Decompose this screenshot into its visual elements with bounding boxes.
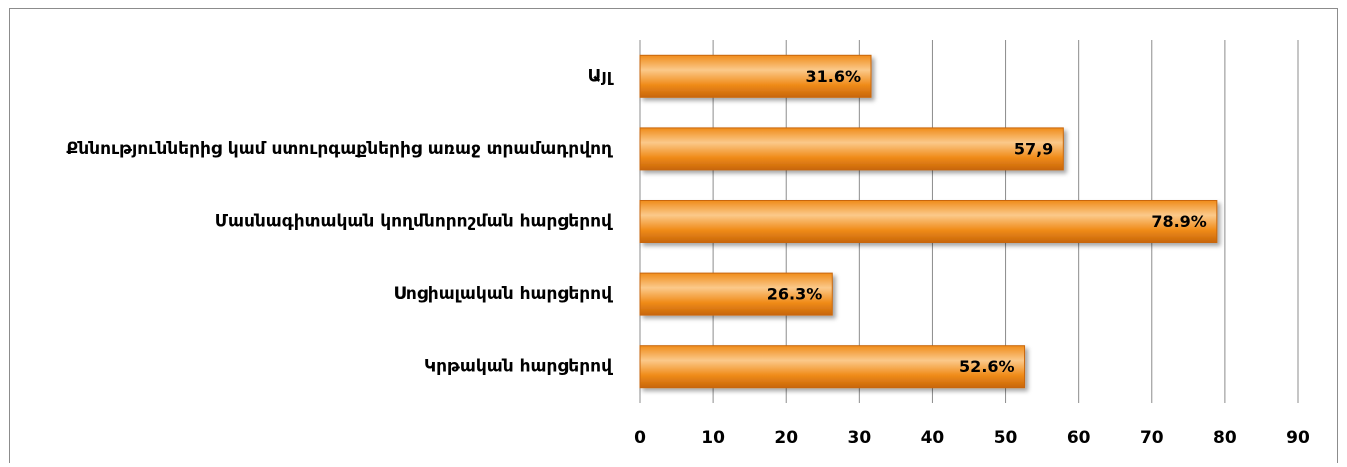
bar: [639, 200, 1218, 243]
bar: [639, 54, 872, 98]
y-tick-label: Սոցիալական հարցերով: [393, 284, 613, 304]
y-tick-label: Այլ: [588, 66, 614, 86]
data-label: 26.3%: [767, 285, 823, 304]
y-tick-label: Մասնագիտական կողմնորոշման հարցերով: [215, 212, 613, 232]
x-tick-label: 90: [1286, 428, 1310, 448]
data-label: 31.6%: [806, 67, 862, 86]
x-tick-label: 0: [634, 428, 646, 448]
y-tick-label: Կրթական հարցերով: [424, 357, 613, 377]
y-tick-label: Քննություններից կամ ստուրգաքներից առաջ տ…: [66, 139, 613, 159]
bar: [639, 272, 833, 316]
bar: [639, 127, 1064, 171]
data-label: 52.6%: [959, 357, 1015, 376]
x-tick-label: 40: [921, 428, 945, 448]
x-tick-label: 70: [1140, 428, 1164, 448]
x-tick-label: 20: [774, 428, 798, 448]
x-tick-label: 50: [994, 428, 1018, 448]
x-tick-label: 60: [1067, 428, 1091, 448]
data-label: 57,9: [1014, 139, 1053, 158]
data-label: 78.9%: [1151, 212, 1207, 231]
bar: [639, 345, 1026, 389]
x-tick-label: 80: [1213, 428, 1237, 448]
x-tick-label: 30: [847, 428, 871, 448]
x-tick-label: 10: [701, 428, 725, 448]
